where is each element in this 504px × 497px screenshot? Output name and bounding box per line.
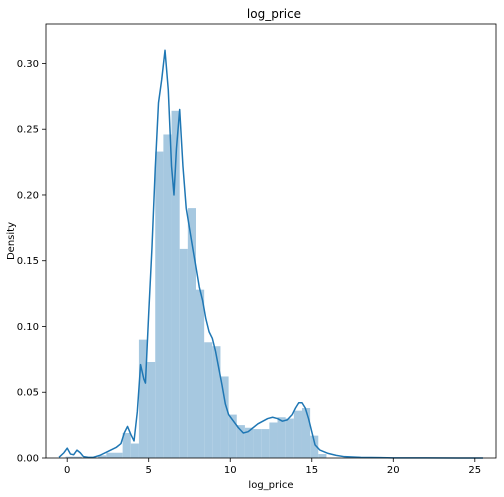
x-tick-label: 25 bbox=[468, 465, 481, 476]
histogram-bar bbox=[228, 414, 237, 458]
histogram-bar bbox=[179, 248, 188, 458]
histogram-bar bbox=[73, 456, 82, 458]
histogram-bar bbox=[147, 361, 156, 458]
histogram-bar bbox=[236, 425, 245, 458]
y-tick-label: 0.25 bbox=[17, 125, 39, 136]
histogram-bar bbox=[65, 456, 74, 458]
histogram-bars bbox=[65, 110, 327, 459]
histogram-bar bbox=[204, 342, 213, 458]
y-tick-label: 0.30 bbox=[17, 59, 39, 70]
histogram-bar bbox=[155, 151, 164, 458]
histogram-bar bbox=[114, 452, 123, 458]
histogram-bar bbox=[138, 339, 148, 458]
y-tick-label: 0.20 bbox=[17, 190, 39, 201]
histogram-bar bbox=[122, 433, 131, 458]
x-axis-label: log_price bbox=[248, 480, 293, 491]
histogram-bar bbox=[187, 208, 196, 458]
histogram-bar bbox=[253, 429, 262, 458]
histogram-bar bbox=[106, 452, 115, 458]
axes-frame bbox=[45, 23, 497, 459]
histogram-bar bbox=[244, 427, 254, 458]
histogram-bar bbox=[293, 410, 302, 458]
y-tick-label: 0.00 bbox=[17, 454, 39, 465]
plot-area bbox=[45, 23, 497, 459]
y-tick-label: 0.15 bbox=[17, 256, 39, 267]
chart-title: log_price bbox=[247, 7, 301, 21]
y-axis: 0.00 0.05 0.10 0.15 0.20 0.25 0.30 bbox=[17, 59, 46, 465]
histogram-bar bbox=[301, 408, 311, 458]
kde-line bbox=[58, 49, 483, 459]
x-tick-label: 5 bbox=[146, 465, 152, 476]
histogram-bar bbox=[196, 289, 205, 458]
y-tick-label: 0.05 bbox=[17, 388, 39, 399]
histogram-bar bbox=[277, 417, 286, 458]
y-tick-label: 0.10 bbox=[17, 322, 39, 333]
histogram-bar bbox=[269, 422, 278, 458]
x-tick-label: 15 bbox=[305, 465, 318, 476]
x-axis: 0 5 10 15 20 25 bbox=[64, 458, 481, 476]
histogram-bar bbox=[285, 418, 294, 458]
histogram-bar bbox=[98, 455, 107, 458]
histogram-bar bbox=[212, 346, 221, 458]
histogram-bar bbox=[163, 134, 172, 458]
x-tick-label: 0 bbox=[64, 465, 70, 476]
y-axis-label: Density bbox=[6, 222, 17, 260]
histogram-bar bbox=[310, 435, 319, 458]
histogram-bar bbox=[220, 376, 229, 458]
x-tick-label: 10 bbox=[224, 465, 237, 476]
histogram-bar bbox=[130, 443, 139, 458]
histogram-bar bbox=[171, 110, 180, 459]
histogram-bar bbox=[261, 429, 270, 458]
histogram-bar bbox=[318, 454, 327, 458]
x-tick-label: 20 bbox=[387, 465, 400, 476]
